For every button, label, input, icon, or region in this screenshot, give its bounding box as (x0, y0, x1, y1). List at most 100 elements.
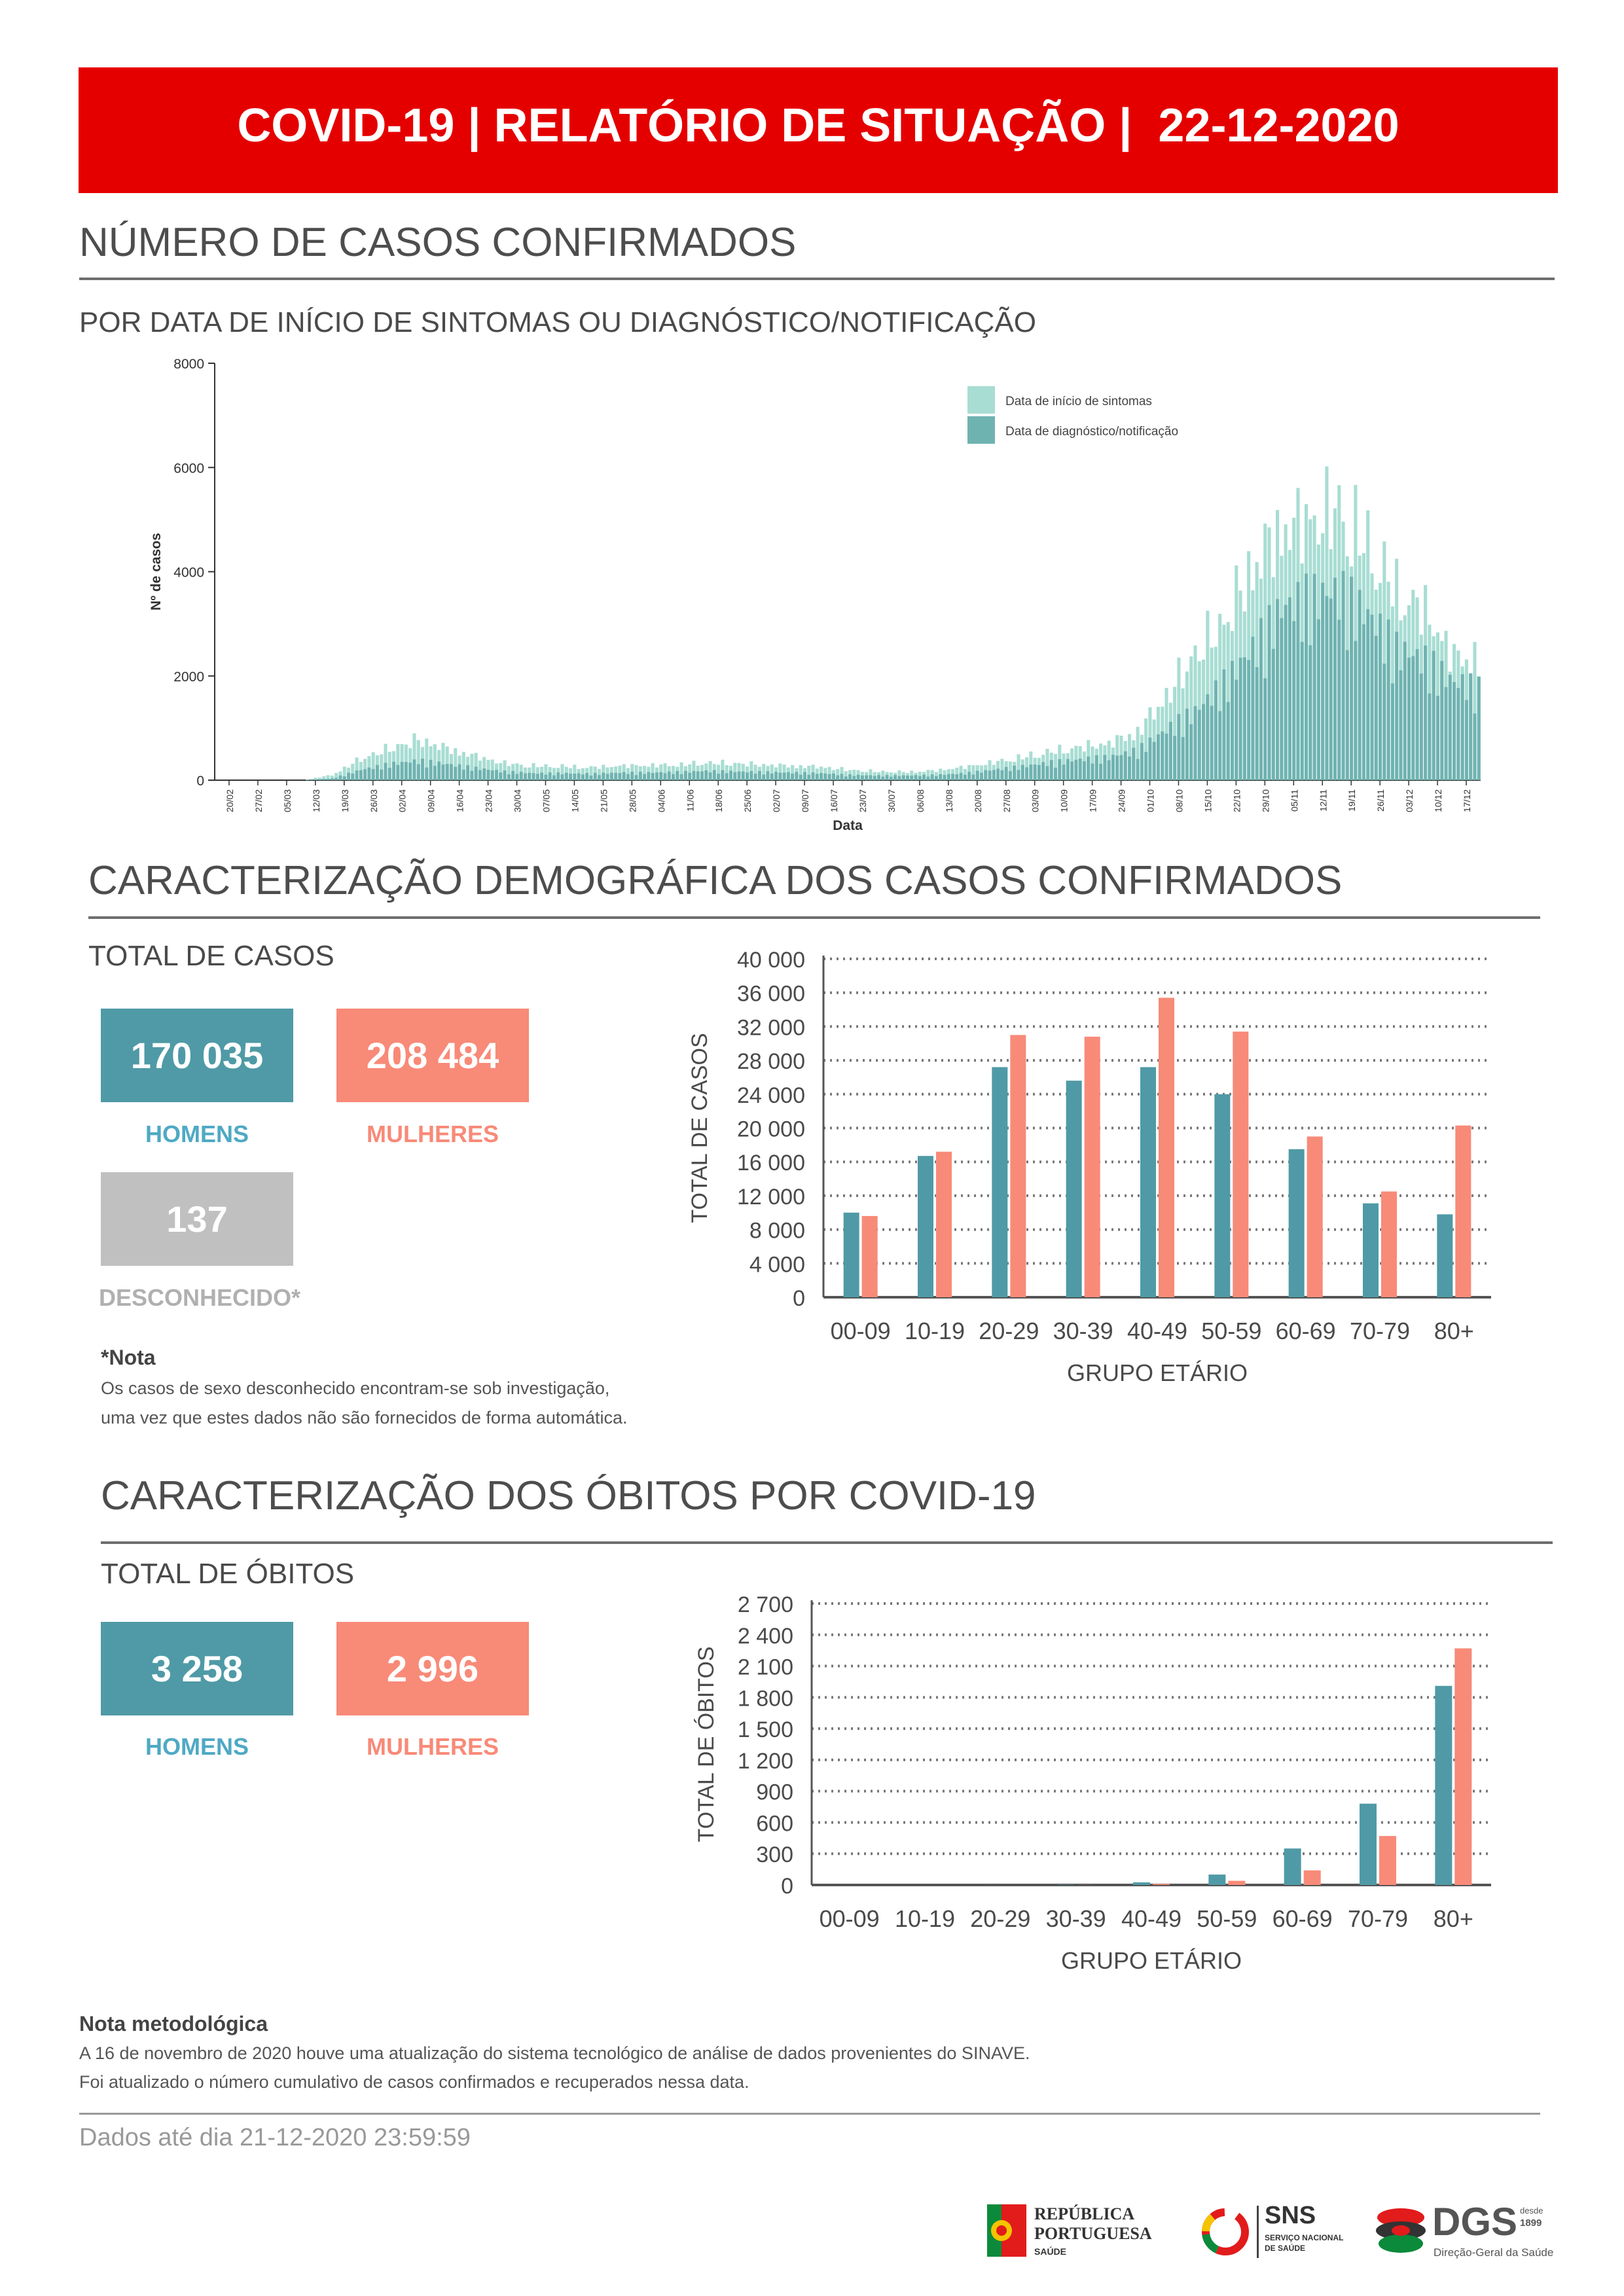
x-tick-label: 09/07 (800, 789, 810, 812)
bar-symptom-onset (573, 764, 577, 780)
bar-notification (811, 772, 815, 780)
bar-notification (511, 770, 515, 780)
bar-notification (1164, 733, 1168, 780)
bar-notification (967, 772, 971, 780)
y-tick-label: 6000 (173, 461, 204, 476)
bar-notification (359, 770, 363, 780)
legend-swatch-notification (967, 416, 995, 444)
bar-symptom-onset (1144, 718, 1148, 780)
bar-symptom-onset (503, 760, 507, 780)
sns-sub-2: DE SAÚDE (1265, 2244, 1306, 2253)
x-tick-label: 20-29 (970, 1905, 1030, 1932)
bar-notification (1337, 619, 1341, 780)
x-tick-label: 20-29 (979, 1318, 1039, 1344)
bar-notification (634, 775, 638, 780)
y-tick-label: 16 000 (737, 1151, 805, 1175)
bar-notification (1094, 755, 1098, 780)
bar-notification (844, 776, 848, 780)
bar-notification (638, 772, 642, 780)
bar-symptom-onset (717, 764, 721, 780)
bar-notification (585, 773, 589, 780)
bar-symptom-onset (602, 764, 605, 780)
bar-notification (1263, 678, 1267, 780)
bar-symptom-onset (1091, 746, 1094, 780)
x-tick-label: 15/10 (1202, 789, 1213, 812)
bar-symptom-onset (897, 770, 901, 780)
bar-symptom-onset (971, 765, 975, 780)
bar-symptom-onset (708, 761, 712, 780)
bar-notification (1296, 582, 1300, 780)
report-title: COVID-19 | RELATÓRIO DE SITUAÇÃO | 22-12… (237, 99, 1399, 152)
bar-women (1454, 1648, 1472, 1885)
bar-notification (643, 774, 647, 780)
bar-symptom-onset (770, 764, 774, 780)
bar-notification (552, 775, 556, 780)
bar-symptom-onset (490, 759, 494, 780)
y-axis-title: TOTAL DE ÓBITOS (694, 1646, 719, 1842)
bar-notification (733, 772, 737, 780)
note-line-1: Os casos de sexo desconhecido encontram-… (101, 1378, 610, 1398)
y-tick-label: 8 000 (749, 1219, 805, 1244)
bar-symptom-onset (852, 770, 856, 780)
bar-symptom-onset (334, 772, 338, 780)
bar-notification (1148, 737, 1152, 780)
rp-line-1: REPÚBLICA (1034, 2204, 1135, 2223)
bar-notification (1136, 759, 1140, 780)
bar-symptom-onset (412, 733, 416, 780)
bar-symptom-onset (1382, 541, 1386, 780)
unknown-cases-box: 137 (101, 1172, 293, 1266)
bar-symptom-onset (322, 776, 326, 780)
bar-notification (992, 770, 996, 780)
bar-notification (326, 778, 330, 780)
bar-notification (1362, 624, 1365, 780)
bar-notification (1284, 605, 1288, 780)
method-note-line-2: Foi atualizado o número cumulativo de ca… (79, 2072, 749, 2092)
bar-notification (1103, 755, 1107, 780)
bar-notification (1078, 759, 1082, 780)
bar-symptom-onset (532, 762, 535, 780)
bar-notification (836, 775, 840, 780)
bar-notification (741, 771, 745, 780)
total-deaths-label: TOTAL DE ÓBITOS (101, 1558, 355, 1590)
bar-notification (905, 776, 909, 780)
bar-notification (746, 772, 749, 780)
x-axis-title: GRUPO ETÁRIO (1067, 1359, 1248, 1386)
bar-symptom-onset (589, 766, 593, 780)
bar-symptom-onset (679, 762, 683, 780)
bar-notification (528, 772, 532, 780)
bar-symptom-onset (425, 738, 429, 780)
bar-notification (737, 771, 741, 780)
bar-notification (984, 770, 988, 780)
bar-notification (1477, 676, 1481, 780)
bar-notification (1062, 764, 1066, 780)
bar-notification (753, 774, 757, 780)
bar-notification (630, 772, 634, 780)
x-tick-label: 23/07 (857, 789, 868, 812)
sns-divider (1257, 2206, 1259, 2258)
dgs-logo: DGS desde 1899 Direção-Geral da Saúde (1375, 2199, 1564, 2271)
bar-notification (1428, 693, 1432, 780)
y-tick-label: 12 000 (737, 1185, 805, 1210)
bar-notification (914, 775, 918, 780)
x-tick-label: 30-39 (1046, 1905, 1106, 1932)
x-tick-label: 08/10 (1174, 789, 1184, 812)
bar-notification (943, 775, 947, 780)
x-tick-label: 12/03 (311, 789, 321, 812)
bar-notification (1029, 764, 1033, 780)
bar-notification (1053, 768, 1058, 780)
y-tick-label: 32 000 (737, 1015, 805, 1040)
bar-notification (696, 771, 700, 780)
bar-symptom-onset (474, 753, 478, 780)
y-tick-label: 40 000 (737, 948, 805, 973)
x-tick-label: 26/03 (369, 789, 379, 812)
bar-symptom-onset (651, 763, 655, 780)
bar-notification (342, 776, 346, 780)
bar-symptom-onset (955, 767, 959, 780)
bar-notification (437, 761, 441, 780)
deaths-section-title: CARACTERIZAÇÃO DOS ÓBITOS POR COVID-19 (101, 1473, 1036, 1518)
bar-notification (1464, 700, 1468, 780)
bar-notification (1111, 755, 1115, 780)
bar-notification (371, 768, 375, 780)
bar-symptom-onset (634, 764, 638, 780)
x-axis-title: GRUPO ETÁRIO (1061, 1947, 1242, 1974)
